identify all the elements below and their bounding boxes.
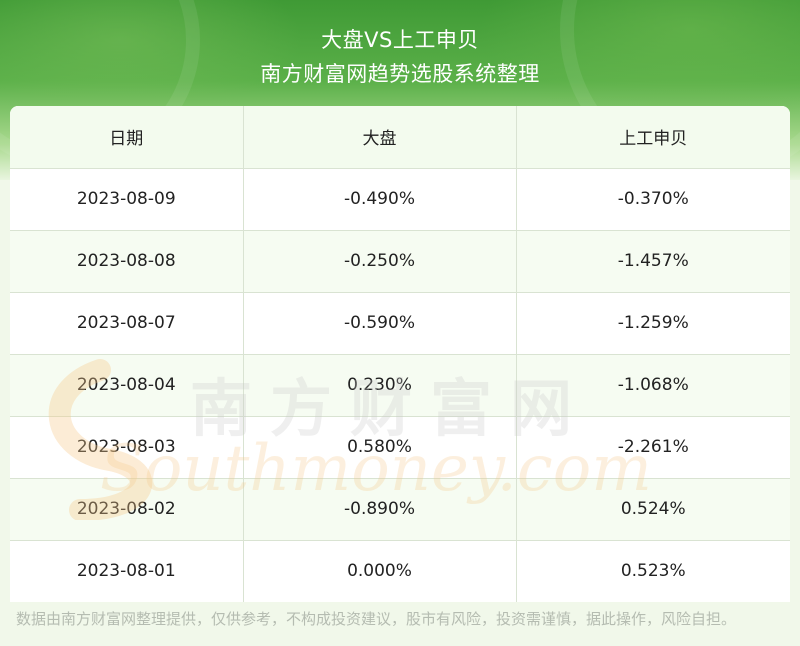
cell-date: 2023-08-02 — [10, 478, 244, 541]
cell-market: -0.890% — [243, 478, 517, 541]
cell-date: 2023-08-09 — [10, 168, 244, 231]
page-subtitle: 南方财富网趋势选股系统整理 — [260, 62, 540, 86]
cell-stock: 0.523% — [516, 540, 790, 602]
cell-stock: -2.261% — [516, 416, 790, 479]
cell-market: 0.230% — [243, 354, 517, 417]
cell-stock: -1.259% — [516, 292, 790, 355]
column-header-stock: 上工申贝 — [516, 106, 790, 169]
table-row: 2023-08-04 0.230% -1.068% — [10, 354, 790, 417]
comparison-table: 日期 大盘 上工申贝 2023-08-09 -0.490% -0.370% 20… — [10, 106, 790, 602]
cell-stock: -1.457% — [516, 230, 790, 293]
table-row: 2023-08-07 -0.590% -1.259% — [10, 292, 790, 355]
cell-date: 2023-08-04 — [10, 354, 244, 417]
data-table-card: 日期 大盘 上工申贝 2023-08-09 -0.490% -0.370% 20… — [10, 106, 790, 602]
cell-stock: -0.370% — [516, 168, 790, 231]
table-row: 2023-08-09 -0.490% -0.370% — [10, 168, 790, 231]
table-row: 2023-08-01 0.000% 0.523% — [10, 540, 790, 602]
table-row: 2023-08-02 -0.890% 0.524% — [10, 478, 790, 541]
table-row: 2023-08-08 -0.250% -1.457% — [10, 230, 790, 293]
column-header-date: 日期 — [10, 106, 244, 169]
cell-market: -0.250% — [243, 230, 517, 293]
page-title: 大盘VS上工申贝 — [321, 28, 479, 52]
cell-stock: 0.524% — [516, 478, 790, 541]
footer-disclaimer: 数据由南方财富网整理提供，仅供参考，不构成投资建议，股市有风险，投资需谨慎，据此… — [16, 610, 737, 628]
cell-stock: -1.068% — [516, 354, 790, 417]
cell-market: 0.000% — [243, 540, 517, 602]
cell-market: -0.490% — [243, 168, 517, 231]
cell-date: 2023-08-07 — [10, 292, 244, 355]
cell-date: 2023-08-08 — [10, 230, 244, 293]
cell-market: -0.590% — [243, 292, 517, 355]
cell-date: 2023-08-03 — [10, 416, 244, 479]
cell-market: 0.580% — [243, 416, 517, 479]
table-row: 2023-08-03 0.580% -2.261% — [10, 416, 790, 479]
column-header-market: 大盘 — [243, 106, 517, 169]
table-header-row: 日期 大盘 上工申贝 — [10, 106, 790, 169]
cell-date: 2023-08-01 — [10, 540, 244, 602]
